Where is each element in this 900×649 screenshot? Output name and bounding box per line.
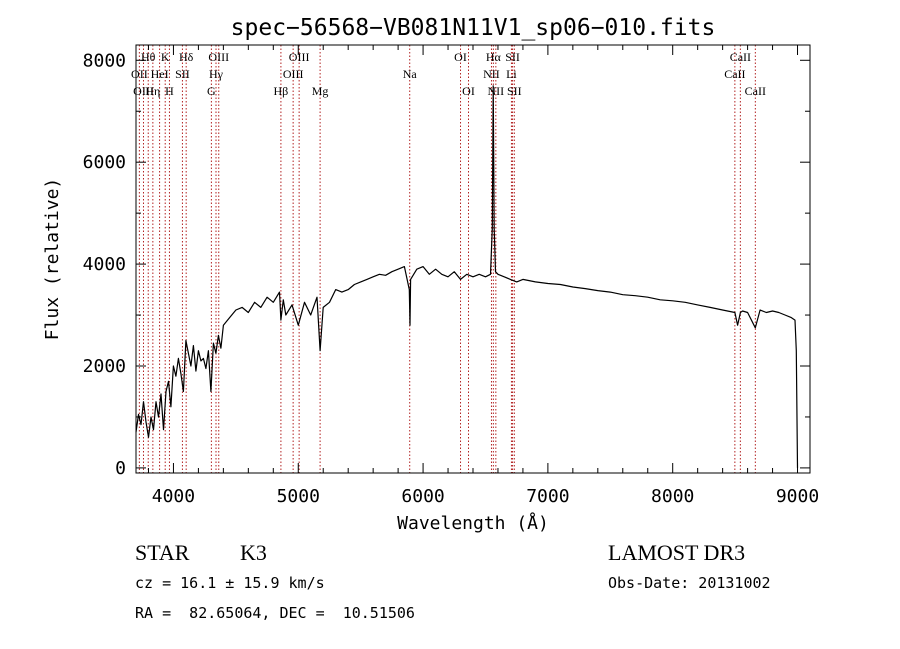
x-tick-label-1: 5000 (277, 486, 320, 507)
object-class: STAR (135, 540, 190, 565)
line-label-25: CaII (730, 50, 751, 64)
line-label-11: Hγ (209, 67, 224, 81)
y-tick-label-4: 8000 (83, 50, 126, 71)
plot-frame (135, 44, 811, 474)
coordinates: RA = 82.65064, DEC = 10.51506 (135, 604, 415, 622)
y-axis-ticks: 0 2000 4000 6000 8000 (83, 50, 810, 479)
chart-title: spec−56568−VB081N11V1_sp06−010.fits (231, 15, 716, 41)
line-label-10: OIII (208, 50, 229, 64)
y-tick-label-0: 0 (115, 458, 126, 479)
x-axis-label: Wavelength (Å) (397, 512, 549, 534)
x-tick-label-3: 7000 (526, 486, 569, 507)
x-tick-label-0: 4000 (152, 486, 195, 507)
line-label-20: NII (483, 67, 500, 81)
line-label-7: SII (175, 67, 190, 81)
x-tick-label-2: 6000 (401, 486, 444, 507)
line-label-6: H (165, 84, 174, 98)
y-tick-label-3: 6000 (83, 152, 126, 173)
observation-date: Obs-Date: 20131002 (608, 574, 771, 592)
line-label-12: Hβ (274, 84, 289, 98)
line-label-2: OIII (133, 84, 154, 98)
line-label-15: Mg (312, 84, 329, 98)
x-tick-label-5: 9000 (776, 486, 819, 507)
flux-series-line (135, 85, 799, 468)
emission-line-labels: HθOIIOIIIHηHeIKHSIIHδGOIIIHγHβOIIIOIIIMg… (131, 50, 766, 98)
x-tick-label-4: 8000 (651, 486, 694, 507)
line-label-4: HeI (151, 67, 169, 81)
line-label-17: OI (454, 50, 467, 64)
line-label-19: Hα (486, 50, 502, 64)
line-label-9: G (207, 84, 216, 98)
line-label-1: OII (131, 67, 148, 81)
line-label-18: OI (462, 84, 475, 98)
x-axis-ticks: 4000 5000 6000 7000 8000 9000 (147, 45, 819, 507)
line-label-0: Hθ (141, 50, 156, 64)
line-label-16: Na (403, 67, 418, 81)
line-label-3: Hη (145, 84, 160, 98)
line-label-14: OIII (283, 67, 304, 81)
line-label-22: SII (505, 50, 520, 64)
line-label-13: OIII (289, 50, 310, 64)
line-label-21: NII (488, 84, 505, 98)
line-label-24: SII (507, 84, 522, 98)
y-tick-label-2: 4000 (83, 254, 126, 275)
redshift-cz: cz = 16.1 ± 15.9 km/s (135, 574, 325, 592)
survey-name: LAMOST DR3 (608, 540, 746, 565)
line-label-23: Li (506, 67, 517, 81)
y-tick-label-1: 2000 (83, 356, 126, 377)
line-label-26: CaII (724, 67, 745, 81)
object-subclass: K3 (240, 540, 267, 565)
line-label-27: CaII (745, 84, 766, 98)
y-axis-label: Flux (relative) (42, 178, 63, 341)
line-label-8: Hδ (179, 50, 194, 64)
line-label-5: K (161, 50, 170, 64)
emission-line-markers (138, 45, 756, 473)
